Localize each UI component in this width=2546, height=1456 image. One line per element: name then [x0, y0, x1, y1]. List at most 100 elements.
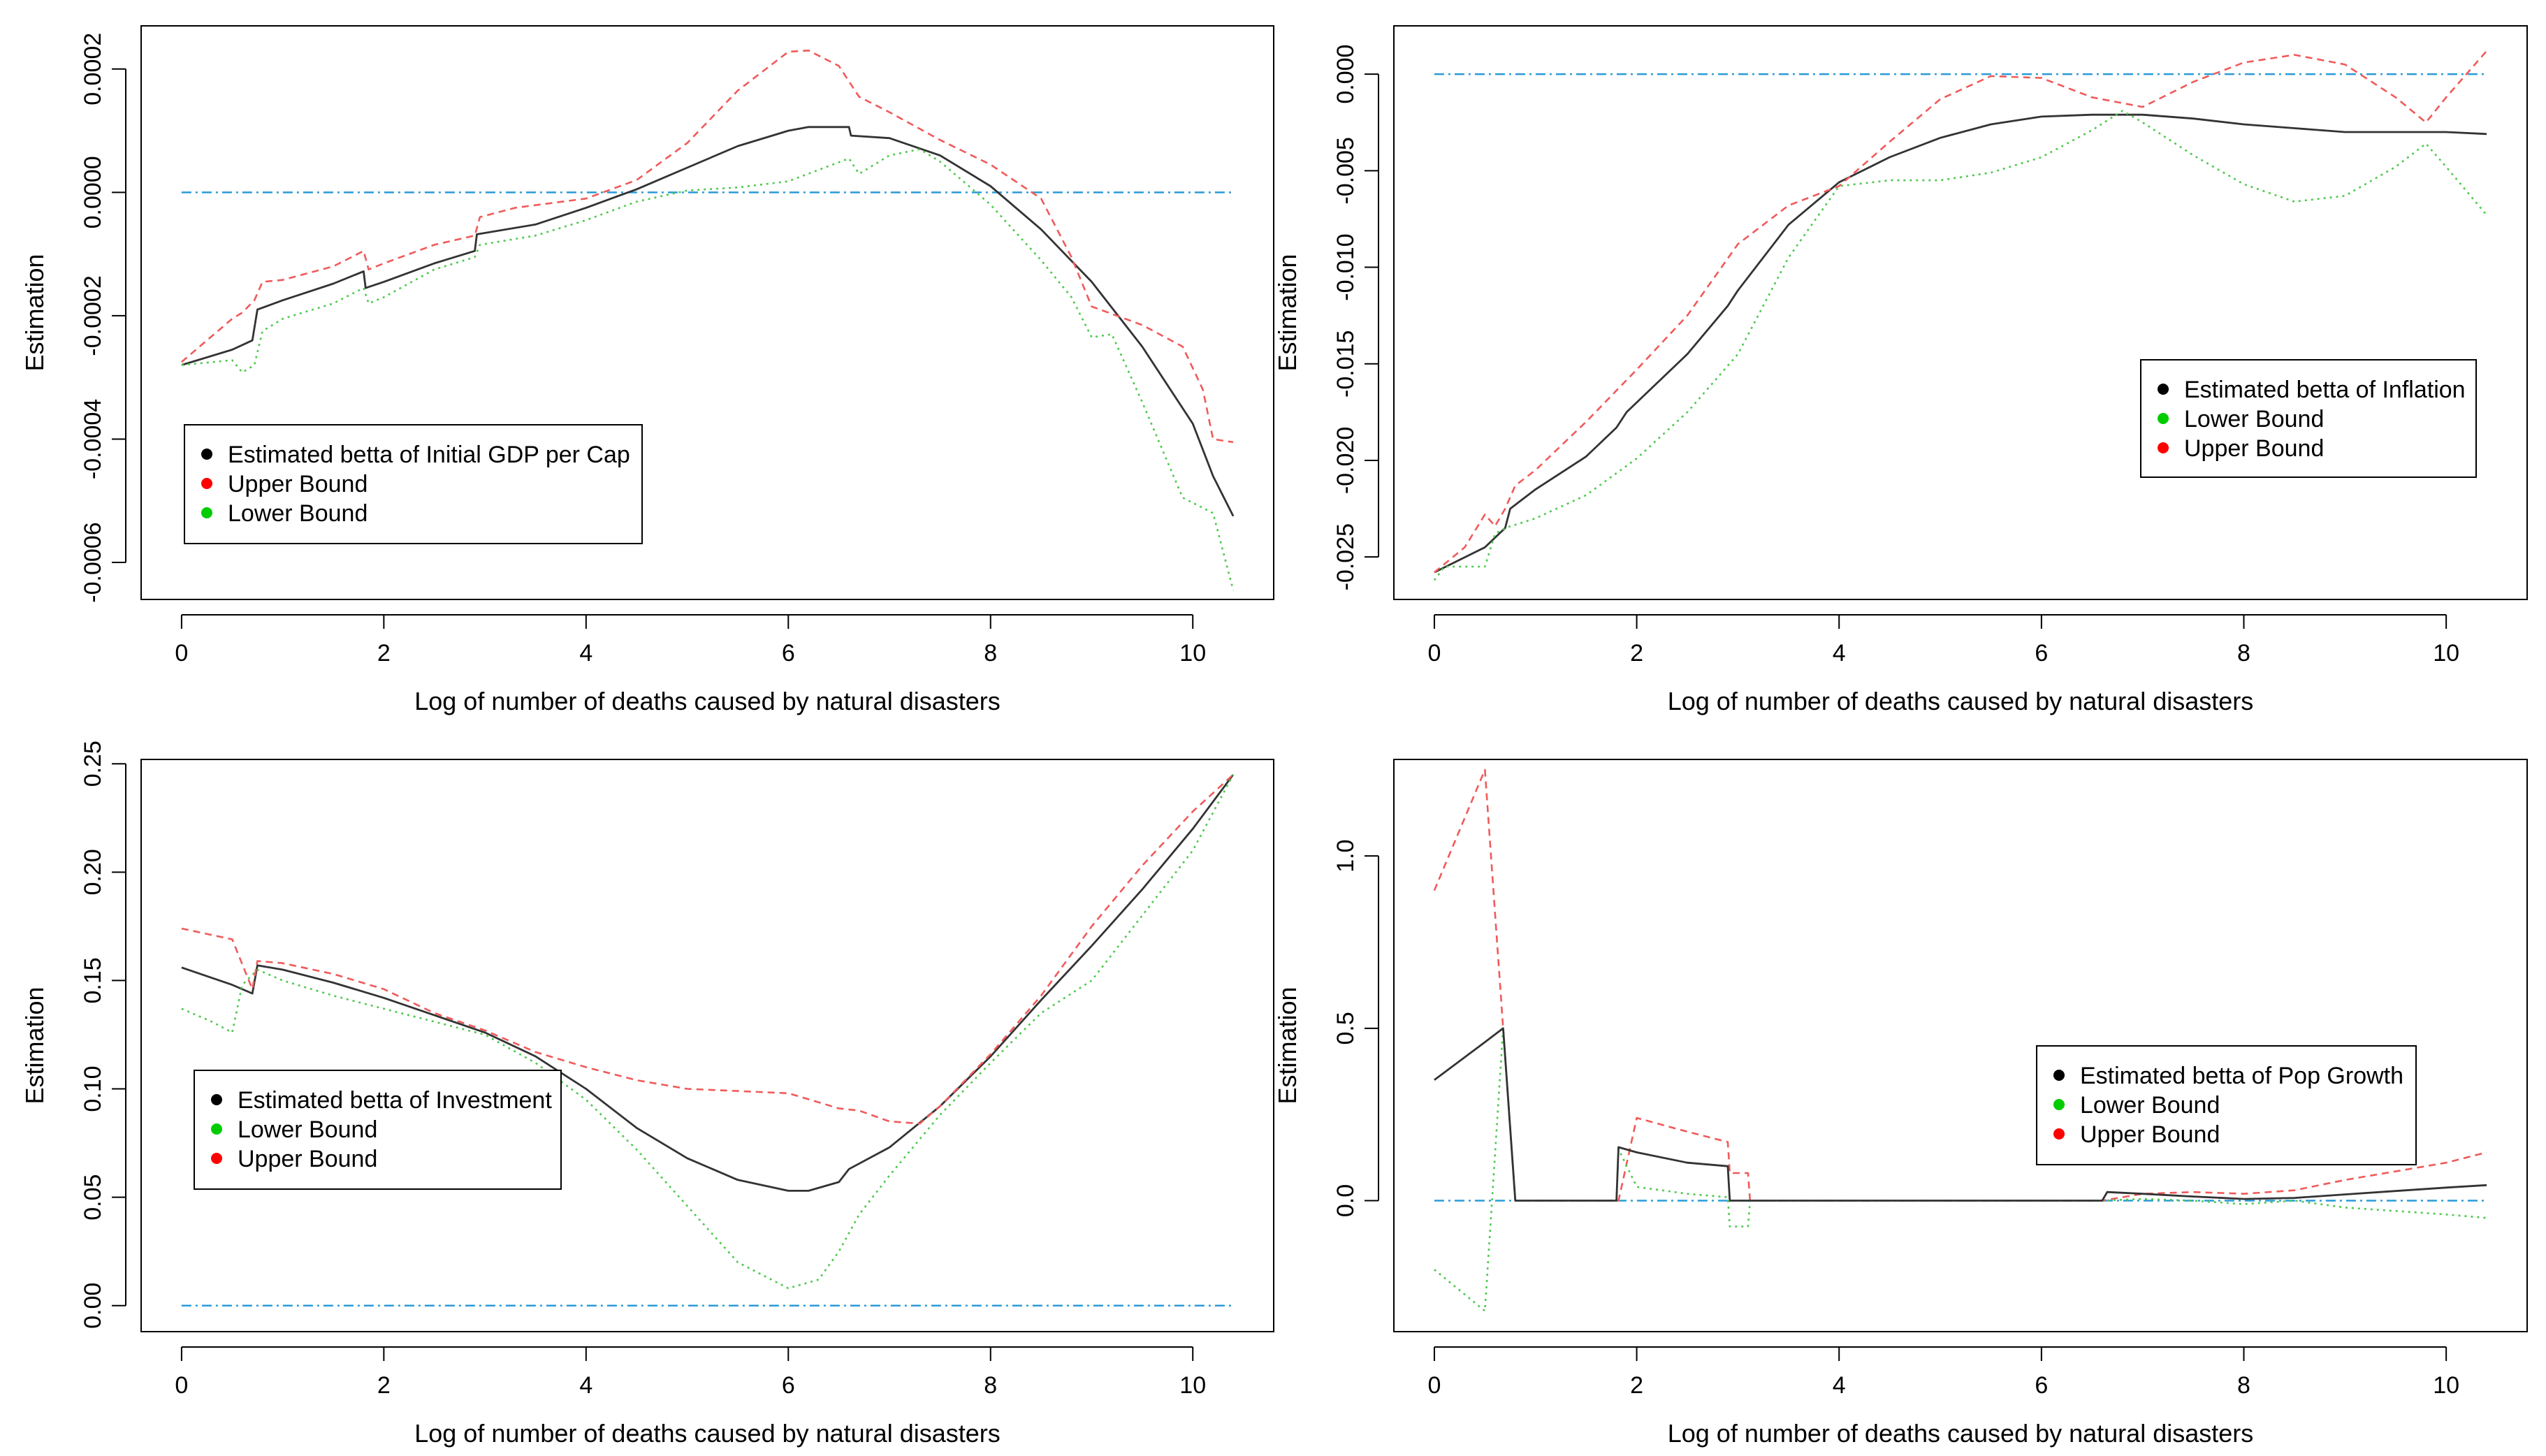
y-tick-label: -0.0004: [80, 399, 106, 479]
plot-area: [1433, 50, 2488, 581]
chart-panel-2: 0 2 4 6 8 10 -0.025 -0.020 -0.015 -0.010 -0.005 0.0…: [1273, 25, 2528, 715]
chart-panel-4: 0 2 4 6 8 10 0.0 0.5 1.0 Log of number of deaths …: [1273, 759, 2528, 1448]
x-tick-label: 6: [2035, 1372, 2048, 1399]
x-tick-label: 2: [1630, 1372, 1643, 1399]
y-tick-label: 0.10: [80, 1065, 106, 1112]
legend-marker: [2053, 1099, 2065, 1110]
legend-marker: [2158, 413, 2169, 424]
legend-label: Lower Bound: [2080, 1092, 2220, 1119]
x-tick-label: 10: [2433, 640, 2459, 667]
y-tick-label: -0.025: [1332, 523, 1359, 590]
x-tick-label: 10: [1179, 1372, 1206, 1399]
x-tick-label: 10: [2433, 1372, 2459, 1399]
x-axis-title: Log of number of deaths caused by natura…: [414, 687, 1001, 715]
y-tick-label: -0.015: [1332, 330, 1359, 398]
y-axis-title: Estimation: [20, 254, 49, 371]
y-tick-label: 0.5: [1332, 1012, 1359, 1044]
series-line-lower-bound: [181, 774, 1235, 1290]
plot-frame: [140, 759, 1274, 1332]
legend-label: Upper Bound: [2184, 435, 2324, 462]
y-tick-label: 0.0000: [80, 156, 106, 228]
legend-marker: [211, 1153, 222, 1164]
plot-area: [1433, 769, 2487, 1312]
x-tick-label: 2: [1630, 640, 1643, 667]
y-axis-title: Estimation: [1273, 987, 1302, 1104]
legend-box: [194, 1070, 562, 1190]
series-line-lower-bound: [1433, 110, 2488, 581]
x-tick-label: 4: [579, 1372, 592, 1399]
legend-marker: [201, 507, 212, 518]
x-tick-label: 2: [377, 640, 391, 667]
y-tick-label: -0.0002: [80, 275, 106, 356]
x-tick-label: 0: [175, 640, 188, 667]
plot-frame: [1393, 759, 2528, 1332]
series-line-estimated-betta-of-initial-gdp-per-cap: [181, 126, 1235, 517]
x-tick-label: 6: [2035, 640, 2048, 667]
legend-box: [184, 424, 643, 544]
legend-marker: [2053, 1070, 2065, 1081]
x-tick-label: 4: [1833, 640, 1846, 667]
legend-marker: [2053, 1128, 2065, 1140]
legend-marker: [211, 1123, 222, 1135]
x-tick-label: 8: [984, 640, 997, 667]
x-tick-label: 8: [2237, 640, 2250, 667]
x-tick-label: 2: [377, 1372, 391, 1399]
x-tick-label: 6: [782, 640, 795, 667]
y-tick-label: -0.020: [1332, 427, 1359, 494]
legend-label: Lower Bound: [238, 1116, 377, 1143]
plot-area: [181, 50, 1235, 591]
x-axis-title: Log of number of deaths caused by natura…: [1668, 687, 2254, 715]
x-tick-label: 8: [2237, 1372, 2250, 1399]
legend: Estimated betta of Initial GDP per Cap Up…: [184, 424, 643, 544]
chart-panel-3: 0 2 4 6 8 10 0.00 0.05 0.10 0.15 0.20 0.25 Log of nu…: [20, 741, 1274, 1448]
legend-box: [2140, 359, 2477, 478]
legend-label: Estimated betta of Investment: [238, 1087, 552, 1114]
x-tick-label: 10: [1179, 640, 1206, 667]
series-line-upper-bound: [181, 773, 1234, 1125]
y-tick-label: 0.15: [80, 957, 106, 1003]
y-tick-label: 0.0002: [80, 33, 106, 105]
legend-label: Estimated betta of Pop Growth: [2080, 1063, 2403, 1089]
x-tick-label: 6: [782, 1372, 795, 1399]
y-tick-label: 0.00: [80, 1283, 106, 1329]
legend-label: Lower Bound: [228, 500, 368, 527]
plot-frame: [1393, 25, 2528, 600]
y-tick-label: 0.0: [1332, 1184, 1359, 1217]
x-tick-label: 0: [175, 1372, 188, 1399]
x-tick-label: 4: [579, 640, 592, 667]
series-line-upper-bound: [181, 50, 1234, 444]
legend-label: Estimated betta of Inflation: [2184, 377, 2466, 403]
x-axis-title: Log of number of deaths caused by natura…: [1668, 1419, 2254, 1448]
y-axis-title: Estimation: [20, 987, 49, 1104]
y-tick-label: 1.0: [1332, 840, 1359, 873]
legend-marker: [2158, 442, 2169, 453]
series-line-estimated-betta-of-investment: [181, 773, 1235, 1192]
legend-label: Upper Bound: [238, 1146, 377, 1172]
legend: Estimated betta of Pop Growth Lower Bound…: [2036, 1045, 2417, 1165]
x-tick-label: 8: [984, 1372, 997, 1399]
legend-marker: [201, 478, 212, 489]
series-line-upper-bound: [1434, 50, 2488, 574]
legend-label: Estimated betta of Initial GDP per Cap: [228, 442, 630, 468]
chart-panel-1: 0 2 4 6 8 10 -0.0006 -0.0004 -0.0002 0.0000 0.0002…: [20, 25, 1274, 715]
x-tick-label: 4: [1833, 1372, 1846, 1399]
legend-marker: [2158, 384, 2169, 395]
legend-label: Upper Bound: [2080, 1121, 2220, 1148]
series-line-estimated-betta-of-pop-growth: [1434, 1027, 2487, 1202]
y-tick-label: -0.005: [1332, 137, 1359, 204]
x-tick-label: 0: [1427, 1372, 1441, 1399]
y-tick-label: -0.0006: [80, 522, 106, 602]
y-tick-label: 0.20: [80, 849, 106, 895]
y-axis-title: Estimation: [1273, 254, 1302, 371]
y-tick-label: -0.010: [1332, 233, 1359, 300]
legend-label: Lower Bound: [2184, 406, 2324, 432]
plot-area: [181, 773, 1235, 1307]
plot-frame: [140, 25, 1274, 600]
y-tick-label: 0.000: [1332, 45, 1359, 104]
legend-box: [2036, 1045, 2417, 1165]
y-tick-label: 0.05: [80, 1174, 106, 1221]
legend-label: Upper Bound: [228, 471, 368, 497]
x-tick-label: 0: [1427, 640, 1441, 667]
